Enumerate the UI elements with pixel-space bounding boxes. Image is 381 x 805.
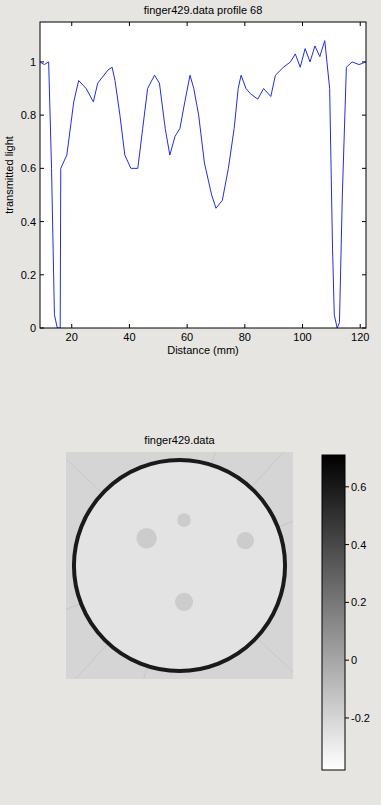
y-tick-label: 0.8	[21, 109, 36, 121]
y-tick-label: 0.6	[21, 162, 36, 174]
x-tick	[187, 324, 188, 328]
colorbar-tick	[345, 660, 349, 661]
plot-marks	[40, 41, 366, 328]
x-tick-label: 120	[351, 331, 369, 343]
x-tick	[244, 22, 245, 26]
x-tick	[360, 22, 361, 26]
figure-background	[0, 0, 381, 805]
colorbar-tick	[345, 717, 349, 718]
y-tick	[40, 274, 44, 275]
x-tick	[360, 324, 361, 328]
profile-line	[40, 41, 366, 328]
plot-frame	[40, 22, 366, 328]
streak-artifact	[66, 452, 293, 679]
y-tick	[362, 274, 366, 275]
finger-interior	[74, 460, 285, 671]
x-tick-label: 60	[181, 331, 193, 343]
x-tick-label: 20	[66, 331, 78, 343]
x-tick	[71, 22, 72, 26]
inclusion	[136, 528, 156, 548]
y-tick-label: 0.2	[21, 269, 36, 281]
colorbar-tick	[345, 544, 349, 545]
x-tick-label: 100	[293, 331, 311, 343]
x-tick-label: 80	[239, 331, 251, 343]
y-axis-title: transmitted light	[3, 136, 15, 214]
chart-title: finger429.data profile 68	[144, 4, 263, 16]
y-tick	[40, 115, 44, 116]
colorbar-tick	[345, 486, 349, 487]
y-tick	[362, 168, 366, 169]
figure: finger429.data profile 68204060801001200…	[0, 0, 381, 805]
colorbar-tick-label: 0	[351, 654, 357, 666]
y-tick	[40, 221, 44, 222]
plot-area	[40, 22, 366, 328]
x-tick	[187, 22, 188, 26]
y-tick	[362, 115, 366, 116]
x-tick-label: 40	[123, 331, 135, 343]
y-tick-label: 1	[30, 56, 36, 68]
inclusion	[175, 593, 193, 611]
y-tick	[40, 168, 44, 169]
image-content	[66, 452, 293, 679]
x-tick	[71, 324, 72, 328]
streak-artifact	[66, 452, 293, 679]
x-axis-title: Distance (mm)	[167, 344, 239, 356]
colorbar-tick-label: 0.2	[351, 596, 366, 608]
finger-ring	[74, 460, 285, 671]
colorbar-tick	[345, 602, 349, 603]
inclusion	[237, 532, 254, 549]
colorbar	[322, 455, 345, 770]
inclusion	[177, 513, 191, 527]
y-tick	[362, 221, 366, 222]
colorbar-tick-label: 0.6	[351, 481, 366, 493]
colorbar-tick-label: -0.2	[351, 712, 370, 724]
image-background	[66, 452, 293, 679]
colorbar-tick-label: 0.4	[351, 539, 366, 551]
x-tick	[129, 22, 130, 26]
x-tick	[302, 324, 303, 328]
x-tick	[129, 324, 130, 328]
y-tick-label: 0	[30, 322, 36, 334]
x-tick	[302, 22, 303, 26]
y-tick-label: 0.4	[21, 216, 36, 228]
x-tick	[244, 324, 245, 328]
image-title: finger429.data	[144, 434, 215, 446]
